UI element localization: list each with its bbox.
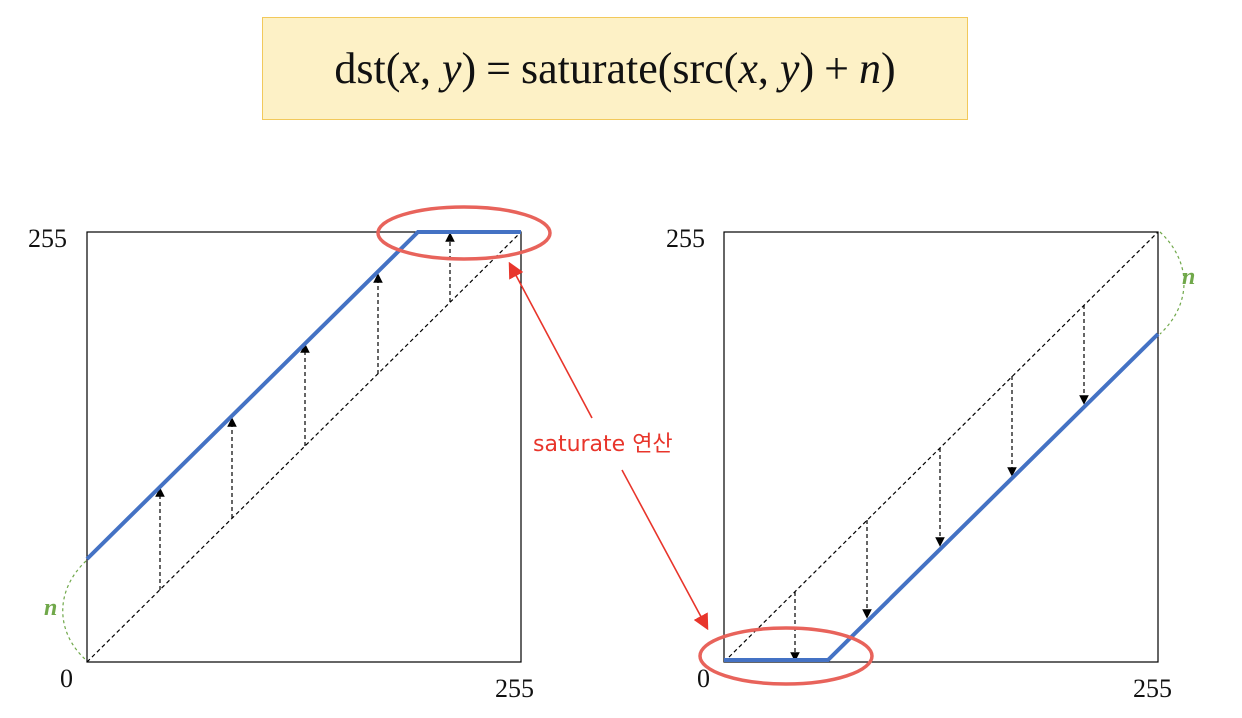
right-plot: 255 0 255 n <box>666 224 1195 703</box>
right-offset-brace <box>1160 232 1184 334</box>
right-offset-label: n <box>1182 264 1195 290</box>
saturate-annotation: saturate 연산 <box>511 266 706 626</box>
right-result-curve <box>724 334 1158 660</box>
right-x-max-label: 255 <box>1133 674 1172 703</box>
right-shift-arrows <box>795 305 1084 657</box>
left-offset-brace <box>63 561 86 660</box>
left-offset-label: n <box>44 595 57 621</box>
left-shift-arrows <box>160 237 450 590</box>
right-saturation-highlight <box>700 628 872 684</box>
saturate-arrow-down <box>622 470 706 626</box>
left-origin-label: 0 <box>60 664 73 693</box>
left-identity-line <box>87 232 521 662</box>
right-y-max-label: 255 <box>666 224 705 253</box>
saturate-arrow-up <box>511 266 592 418</box>
left-result-curve <box>87 232 521 559</box>
saturate-label: saturate 연산 <box>533 432 673 457</box>
right-origin-label: 0 <box>697 664 710 693</box>
right-identity-line <box>724 232 1158 662</box>
left-x-max-label: 255 <box>495 674 534 703</box>
left-plot: 255 0 255 n <box>28 207 550 703</box>
left-y-max-label: 255 <box>28 224 67 253</box>
